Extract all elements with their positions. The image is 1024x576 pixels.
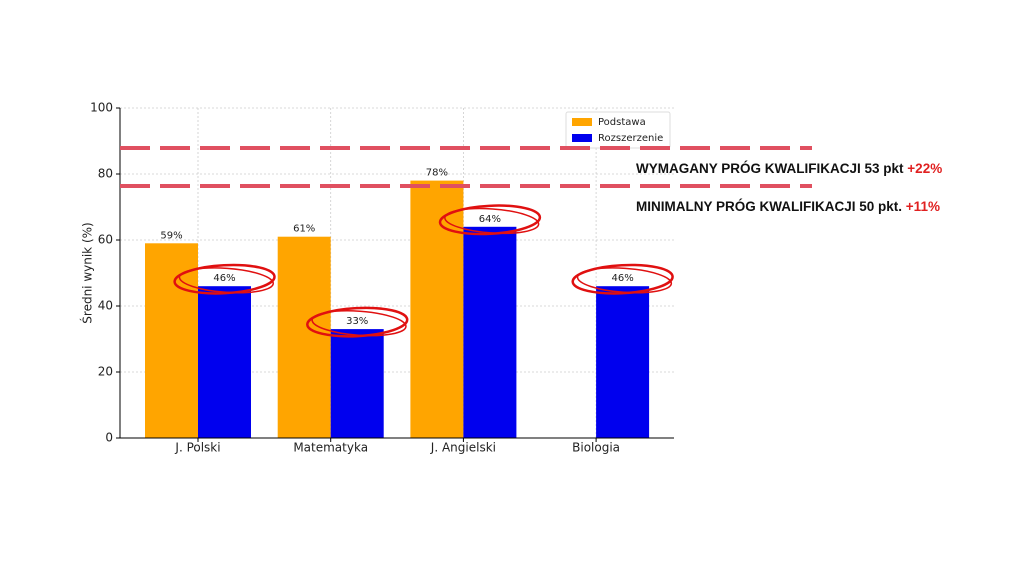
bar	[463, 226, 517, 438]
annotation-text: WYMAGANY PRÓG KWALIFIKACJI 53 pkt	[636, 161, 904, 176]
highlight-circle	[576, 267, 673, 294]
bar	[277, 236, 331, 438]
annotation-highlight: +22%	[907, 161, 942, 176]
y-axis-label: Średni wynik (%)	[80, 222, 95, 323]
bar	[145, 243, 198, 438]
highlight-circle	[571, 263, 674, 295]
annotation-highlight: +11%	[906, 199, 940, 214]
x-tick-label: J. Angielski	[430, 441, 496, 455]
y-tick-label: 0	[105, 431, 113, 445]
legend-swatch	[572, 134, 592, 142]
highlight-circle	[306, 306, 409, 338]
y-tick-label: 100	[90, 101, 113, 115]
y-tick-label: 20	[98, 365, 113, 379]
highlight-circle	[438, 204, 542, 236]
value-label: 78%	[426, 168, 448, 179]
x-tick-label: Matematyka	[293, 441, 368, 455]
bar	[330, 329, 384, 438]
x-tick-label: Biologia	[572, 441, 620, 455]
annotation-text: MINIMALNY PRÓG KWALIFIKACJI 50 pkt.	[636, 199, 902, 214]
annotation: MINIMALNY PRÓG KWALIFIKACJI 50 pkt. +11%	[636, 199, 940, 214]
value-label: 59%	[160, 230, 182, 241]
legend-swatch	[572, 118, 592, 126]
plot-area: 0 20 40 60 80 100 J. Polski Matematyka J. Angiel…	[90, 101, 674, 455]
legend-label: Podstawa	[598, 117, 646, 128]
bar	[198, 286, 251, 438]
value-label: 64%	[479, 214, 501, 225]
y-tick-label: 60	[98, 233, 113, 247]
legend-label: Rozszerzenie	[598, 133, 663, 144]
annotation: WYMAGANY PRÓG KWALIFIKACJI 53 pkt +22%	[636, 161, 942, 176]
highlight-circle	[311, 310, 407, 337]
y-tick-label: 40	[98, 299, 113, 313]
highlight-circle	[178, 267, 274, 294]
bar	[410, 180, 464, 438]
value-label: 46%	[213, 273, 235, 284]
value-label: 46%	[611, 273, 633, 284]
y-tick-label: 80	[98, 167, 113, 181]
highlight-circle	[444, 207, 540, 235]
bar	[596, 286, 650, 438]
highlight-circle	[173, 263, 276, 295]
value-label: 33%	[346, 316, 368, 327]
x-tick-label: J. Polski	[174, 441, 220, 455]
value-label: 61%	[293, 224, 315, 235]
